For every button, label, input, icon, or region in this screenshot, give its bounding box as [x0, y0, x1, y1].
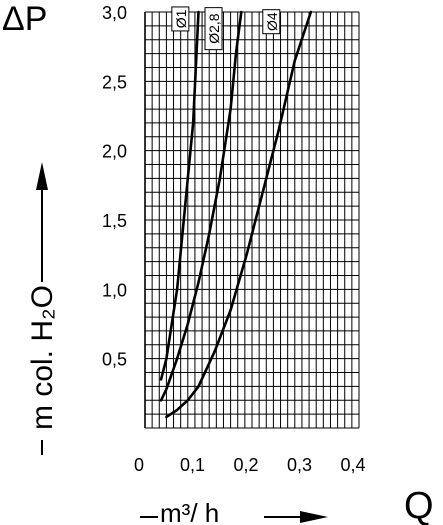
tick-labels: 0 0,1 0,2 0,3 0,4 0,5 1,0 1,5 2,0 2,5 3,0 — [102, 3, 366, 475]
curve-label-box — [204, 7, 223, 51]
curve-labels: Ø1 Ø2,8 Ø4 — [171, 6, 281, 51]
y-tick-label: 3,0 — [102, 3, 127, 23]
y-axis-symbol: ΔP — [2, 0, 47, 38]
curve-line — [165, 10, 313, 419]
curve-label: Ø1 — [171, 6, 190, 32]
x-axis-label: m³/ h — [160, 498, 219, 525]
curve-label-text: Ø4 — [264, 12, 280, 31]
curve-line — [159, 10, 200, 381]
x-tick-label: 0,3 — [287, 455, 312, 475]
curve-label-text: Ø2,8 — [206, 13, 222, 44]
curve-label: Ø4 — [262, 9, 281, 35]
y-tick-label: 2,0 — [102, 142, 127, 162]
y-tick-label: 1,5 — [102, 211, 127, 231]
curve-label-box — [171, 6, 190, 32]
x-axis-symbol: Q — [404, 485, 434, 525]
curve-label-text: Ø1 — [173, 9, 189, 28]
curve-line — [159, 10, 243, 402]
y-axis-label: m col. H₂O — [26, 285, 59, 430]
x-axis-arrow — [264, 511, 328, 523]
grid — [144, 11, 360, 429]
y-tick-label: 0,5 — [102, 350, 127, 370]
x-tick-label: 0,2 — [233, 455, 258, 475]
y-tick-label: 2,5 — [102, 72, 127, 92]
x-tick-label: 0 — [134, 455, 144, 475]
y-axis-arrow — [36, 162, 48, 282]
x-tick-label: 0,4 — [340, 455, 365, 475]
curve-label: Ø2,8 — [204, 7, 223, 51]
x-tick-label: 0,1 — [180, 455, 205, 475]
curves — [159, 10, 313, 419]
curve-label-box — [262, 9, 281, 35]
y-tick-label: 1,0 — [102, 280, 127, 300]
